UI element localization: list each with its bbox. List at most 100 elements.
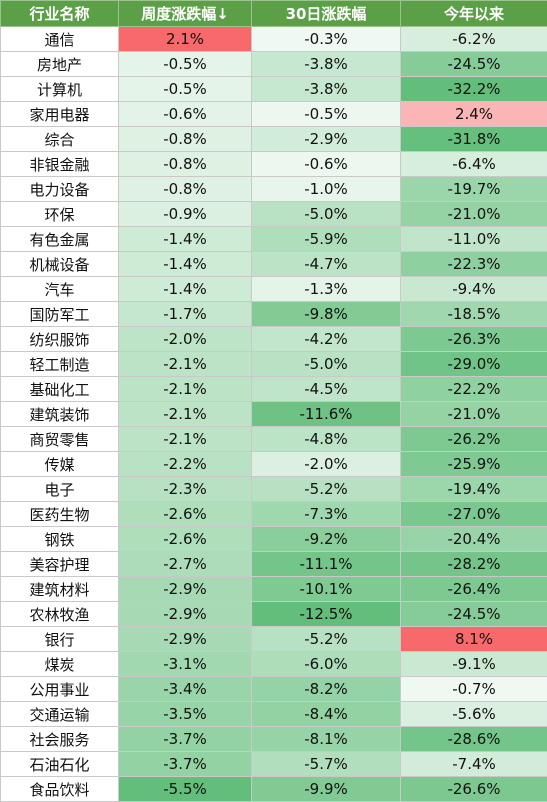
table-row: 传媒-2.2%-2.0%-25.9% [1,452,547,477]
ytd-change-cell: -19.4% [401,477,547,502]
weekly-change-cell: -2.1% [119,427,252,452]
table-row: 商贸零售-2.1%-4.8%-26.2% [1,427,547,452]
thirty-day-change-cell: -2.9% [252,127,401,152]
table-row: 国防军工-1.7%-9.8%-18.5% [1,302,547,327]
ytd-change-cell: -22.2% [401,377,547,402]
industry-name-cell: 房地产 [1,52,119,77]
thirty-day-change-cell: -4.8% [252,427,401,452]
thirty-day-change-cell: -6.0% [252,652,401,677]
thirty-day-change-cell: -5.0% [252,352,401,377]
weekly-change-cell: -3.7% [119,727,252,752]
weekly-change-cell: -2.6% [119,502,252,527]
thirty-day-change-cell: -5.9% [252,227,401,252]
thirty-day-change-cell: -4.5% [252,377,401,402]
column-header-weekly-change[interactable]: 周度涨跌幅↓ [119,1,252,27]
industry-name-cell: 轻工制造 [1,352,119,377]
table-row: 钢铁-2.6%-9.2%-20.4% [1,527,547,552]
table-row: 基础化工-2.1%-4.5%-22.2% [1,377,547,402]
table-row: 非银金融-0.8%-0.6%-6.4% [1,152,547,177]
table-row: 社会服务-3.7%-8.1%-28.6% [1,727,547,752]
table-row: 家用电器-0.6%-0.5%2.4% [1,102,547,127]
ytd-change-cell: -6.2% [401,27,547,52]
industry-name-cell: 计算机 [1,77,119,102]
ytd-change-cell: -22.3% [401,252,547,277]
industry-name-cell: 食品饮料 [1,777,119,802]
thirty-day-change-cell: -0.5% [252,102,401,127]
thirty-day-change-cell: -11.6% [252,402,401,427]
table-row: 交通运输-3.5%-8.4%-5.6% [1,702,547,727]
table-row: 医药生物-2.6%-7.3%-27.0% [1,502,547,527]
column-header-ytd-change[interactable]: 今年以来 [401,1,547,27]
header-row: 行业名称 周度涨跌幅↓ 30日涨跌幅 今年以来 [1,1,547,27]
thirty-day-change-cell: -4.7% [252,252,401,277]
industry-name-cell: 家用电器 [1,102,119,127]
ytd-change-cell: 2.4% [401,102,547,127]
ytd-change-cell: -27.0% [401,502,547,527]
industry-name-cell: 石油石化 [1,752,119,777]
thirty-day-change-cell: -5.7% [252,752,401,777]
thirty-day-change-cell: -4.2% [252,327,401,352]
ytd-change-cell: -0.7% [401,677,547,702]
thirty-day-change-cell: -1.3% [252,277,401,302]
ytd-change-cell: -24.5% [401,602,547,627]
industry-name-cell: 环保 [1,202,119,227]
ytd-change-cell: -29.0% [401,352,547,377]
industry-name-cell: 钢铁 [1,527,119,552]
weekly-change-cell: -2.2% [119,452,252,477]
thirty-day-change-cell: -8.2% [252,677,401,702]
table-row: 房地产-0.5%-3.8%-24.5% [1,52,547,77]
weekly-change-cell: -5.5% [119,777,252,802]
thirty-day-change-cell: -7.3% [252,502,401,527]
weekly-change-cell: -2.1% [119,402,252,427]
ytd-change-cell: -31.8% [401,127,547,152]
weekly-change-cell: -3.7% [119,752,252,777]
column-header-30day-change[interactable]: 30日涨跌幅 [252,1,401,27]
table-row: 机械设备-1.4%-4.7%-22.3% [1,252,547,277]
weekly-change-cell: -0.8% [119,152,252,177]
ytd-change-cell: -28.2% [401,552,547,577]
table-row: 煤炭-3.1%-6.0%-9.1% [1,652,547,677]
ytd-change-cell: -26.6% [401,777,547,802]
ytd-change-cell: -7.4% [401,752,547,777]
table-row: 环保-0.9%-5.0%-21.0% [1,202,547,227]
industry-name-cell: 医药生物 [1,502,119,527]
industry-name-cell: 交通运输 [1,702,119,727]
weekly-change-cell: -2.9% [119,627,252,652]
ytd-change-cell: -11.0% [401,227,547,252]
ytd-change-cell: -9.4% [401,277,547,302]
industry-name-cell: 通信 [1,27,119,52]
thirty-day-change-cell: -9.8% [252,302,401,327]
ytd-change-cell: -26.4% [401,577,547,602]
weekly-change-cell: -1.7% [119,302,252,327]
ytd-change-cell: -26.3% [401,327,547,352]
thirty-day-change-cell: -3.8% [252,77,401,102]
weekly-change-cell: -2.1% [119,352,252,377]
thirty-day-change-cell: -0.3% [252,27,401,52]
weekly-change-cell: -2.0% [119,327,252,352]
table-row: 建筑材料-2.9%-10.1%-26.4% [1,577,547,602]
ytd-change-cell: 8.1% [401,627,547,652]
thirty-day-change-cell: -8.1% [252,727,401,752]
industry-name-cell: 国防军工 [1,302,119,327]
column-header-industry[interactable]: 行业名称 [1,1,119,27]
thirty-day-change-cell: -3.8% [252,52,401,77]
table-row: 建筑装饰-2.1%-11.6%-21.0% [1,402,547,427]
table-row: 综合-0.8%-2.9%-31.8% [1,127,547,152]
table-row: 有色金属-1.4%-5.9%-11.0% [1,227,547,252]
weekly-change-cell: -1.4% [119,277,252,302]
industry-name-cell: 综合 [1,127,119,152]
table-row: 石油石化-3.7%-5.7%-7.4% [1,752,547,777]
ytd-change-cell: -9.1% [401,652,547,677]
thirty-day-change-cell: -5.2% [252,627,401,652]
thirty-day-change-cell: -2.0% [252,452,401,477]
ytd-change-cell: -28.6% [401,727,547,752]
industry-name-cell: 美容护理 [1,552,119,577]
industry-name-cell: 建筑装饰 [1,402,119,427]
weekly-change-cell: -2.1% [119,377,252,402]
thirty-day-change-cell: -10.1% [252,577,401,602]
weekly-change-cell: -2.6% [119,527,252,552]
ytd-change-cell: -18.5% [401,302,547,327]
